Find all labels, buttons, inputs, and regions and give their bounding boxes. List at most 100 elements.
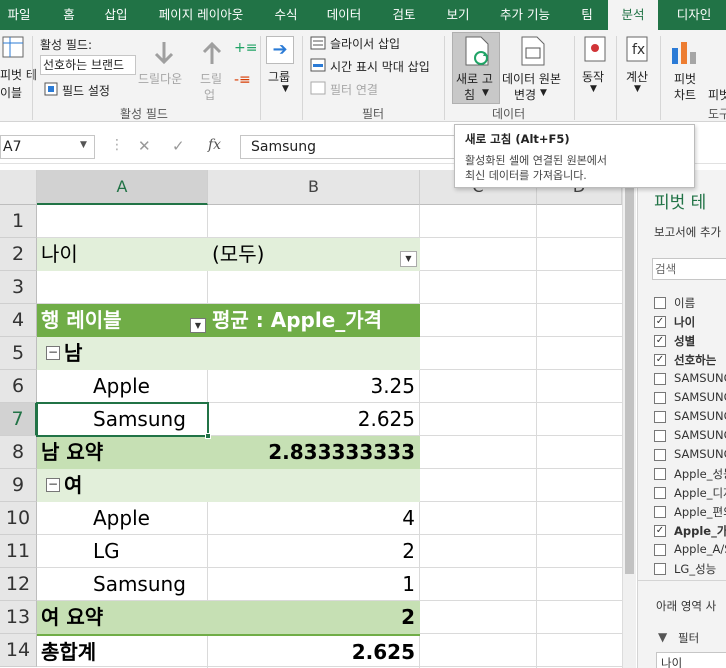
cell-b10[interactable]: 4	[402, 506, 415, 530]
field-checkbox[interactable]	[654, 411, 666, 423]
name-box[interactable]: A7	[0, 135, 95, 159]
vertical-scrollbar[interactable]	[622, 170, 636, 668]
cell-b13[interactable]: 2	[401, 605, 415, 629]
column-header-a[interactable]: A	[37, 170, 208, 205]
field-item[interactable]: Apple_성능	[674, 467, 726, 481]
field-item[interactable]: SAMSUNG	[674, 390, 726, 404]
row-labels-filter-icon[interactable]: ▼	[190, 318, 206, 333]
fill-handle[interactable]	[205, 433, 211, 439]
name-box-dropdown-icon[interactable]: ▼	[80, 140, 87, 150]
cancel-icon[interactable]: ✕	[138, 137, 151, 155]
filter-connections-button[interactable]: 필터 연결	[330, 83, 378, 97]
row-header-7[interactable]: 7	[0, 403, 37, 436]
cell-b14[interactable]: 2.625	[351, 640, 415, 664]
cell-a12[interactable]: Samsung	[93, 572, 186, 596]
field-item[interactable]: 성별	[674, 334, 696, 348]
row-header-2[interactable]: 2	[0, 238, 37, 271]
select-all-corner[interactable]	[0, 170, 37, 205]
change-data-source-button[interactable]: 데이터 원본	[502, 72, 562, 86]
cell-a5[interactable]: 남	[64, 341, 83, 365]
tab-home[interactable]: 홈	[63, 7, 75, 22]
tab-formulas[interactable]: 수식	[274, 7, 298, 22]
pivot-value-header[interactable]: 평균 : Apple_가격	[212, 308, 383, 332]
insert-slicer-button[interactable]: 슬라이서 삽입	[330, 37, 401, 51]
drill-down-button[interactable]: 드릴다운	[138, 72, 183, 86]
scrollbar-thumb[interactable]	[625, 174, 634, 574]
tab-file[interactable]: 파일	[7, 7, 31, 22]
group-dropdown-icon[interactable]: ▼	[282, 84, 289, 94]
cell-a13[interactable]: 여 요약	[41, 605, 104, 629]
pivot-row-labels-header[interactable]: 행 레이블	[41, 308, 122, 332]
cell-b11[interactable]: 2	[402, 539, 415, 563]
field-item[interactable]: SAMSUNG	[674, 428, 726, 442]
field-search-input[interactable]: 검색	[652, 258, 726, 280]
calculations-dropdown-icon[interactable]: ▼	[634, 84, 641, 94]
cell-a14[interactable]: 총합계	[41, 640, 97, 664]
field-checkbox[interactable]: ✓	[654, 335, 666, 347]
field-item[interactable]: SAMSUNG	[674, 409, 726, 423]
cell-a7[interactable]: Samsung	[93, 407, 186, 431]
cell-a9[interactable]: 여	[64, 473, 83, 497]
tab-addins[interactable]: 추가 기능	[500, 7, 550, 22]
cell-a6[interactable]: Apple	[93, 374, 150, 398]
field-checkbox[interactable]	[654, 392, 666, 404]
cell-a8[interactable]: 남 요약	[41, 440, 104, 464]
change-data-source-dropdown-icon[interactable]: ▼	[540, 88, 547, 98]
field-settings-button[interactable]: 필드 설정	[62, 84, 110, 98]
actions-dropdown-icon[interactable]: ▼	[590, 84, 597, 94]
cell-a11[interactable]: LG	[93, 539, 120, 563]
expand-field-icon[interactable]: +≡	[234, 40, 258, 56]
field-checkbox[interactable]	[654, 449, 666, 461]
field-checkbox[interactable]	[654, 487, 666, 499]
tab-insert[interactable]: 삽입	[104, 7, 128, 22]
field-checkbox[interactable]	[654, 373, 666, 385]
tab-page-layout[interactable]: 페이지 레이아웃	[158, 7, 244, 22]
cell-b2[interactable]: (모두)	[212, 242, 265, 266]
tab-team[interactable]: 팀	[581, 7, 593, 22]
field-checkbox[interactable]: ✓	[654, 354, 666, 366]
field-item[interactable]: SAMSUNG	[674, 371, 726, 385]
field-checkbox[interactable]	[654, 563, 666, 575]
row-header-8[interactable]: 8	[0, 436, 37, 469]
field-item[interactable]: Apple_가격	[674, 524, 726, 538]
field-checkbox[interactable]	[654, 506, 666, 518]
row-header-11[interactable]: 11	[0, 535, 37, 568]
row-header-3[interactable]: 3	[0, 271, 37, 304]
refresh-dropdown-icon[interactable]: ▼	[482, 88, 489, 98]
calculations-button[interactable]: 계산	[626, 70, 649, 84]
cell-b6[interactable]: 3.25	[370, 374, 415, 398]
field-item[interactable]: 나이	[674, 315, 696, 329]
field-checkbox[interactable]: ✓	[654, 525, 666, 537]
field-checkbox[interactable]	[654, 544, 666, 556]
drill-up-button[interactable]: 드릴	[200, 72, 223, 86]
recommended-pivottables-button[interactable]: 피벗	[708, 88, 726, 102]
filter-dropdown-icon[interactable]: ▼	[400, 251, 417, 267]
field-item[interactable]: Apple_편의	[674, 505, 726, 519]
row-header-5[interactable]: 5	[0, 337, 37, 370]
row-header-4[interactable]: 4	[0, 304, 37, 337]
active-field-input[interactable]: 선호하는 브랜드	[40, 55, 136, 75]
refresh-label-1[interactable]: 새로 고	[456, 72, 493, 86]
field-checkbox[interactable]	[654, 297, 666, 309]
field-item[interactable]: 선호하는	[674, 353, 717, 367]
pivottable-label-2[interactable]: 이블	[0, 86, 23, 100]
tab-design[interactable]: 디자인	[676, 7, 712, 22]
group-button[interactable]: 그룹	[268, 70, 291, 84]
row-header-12[interactable]: 12	[0, 568, 37, 601]
field-item[interactable]: SAMSUNG	[674, 447, 726, 461]
field-checkbox[interactable]: ✓	[654, 316, 666, 328]
field-checkbox[interactable]	[654, 468, 666, 480]
collapse-field-icon[interactable]: -≡	[234, 72, 251, 88]
field-checkbox[interactable]	[654, 430, 666, 442]
row-header-9[interactable]: 9	[0, 469, 37, 502]
column-header-b[interactable]: B	[208, 170, 420, 205]
row-header-14[interactable]: 14	[0, 634, 37, 667]
field-item[interactable]: LG_성능	[674, 562, 717, 576]
cell-b7[interactable]: 2.625	[357, 407, 415, 431]
tab-data[interactable]: 데이터	[326, 7, 362, 22]
row-header-13[interactable]: 13	[0, 601, 37, 634]
tab-review[interactable]: 검토	[392, 7, 416, 22]
row-header-1[interactable]: 1	[0, 205, 37, 238]
tab-analyze[interactable]: 분석	[608, 0, 658, 30]
pivotchart-button[interactable]: 피벗	[674, 72, 697, 86]
